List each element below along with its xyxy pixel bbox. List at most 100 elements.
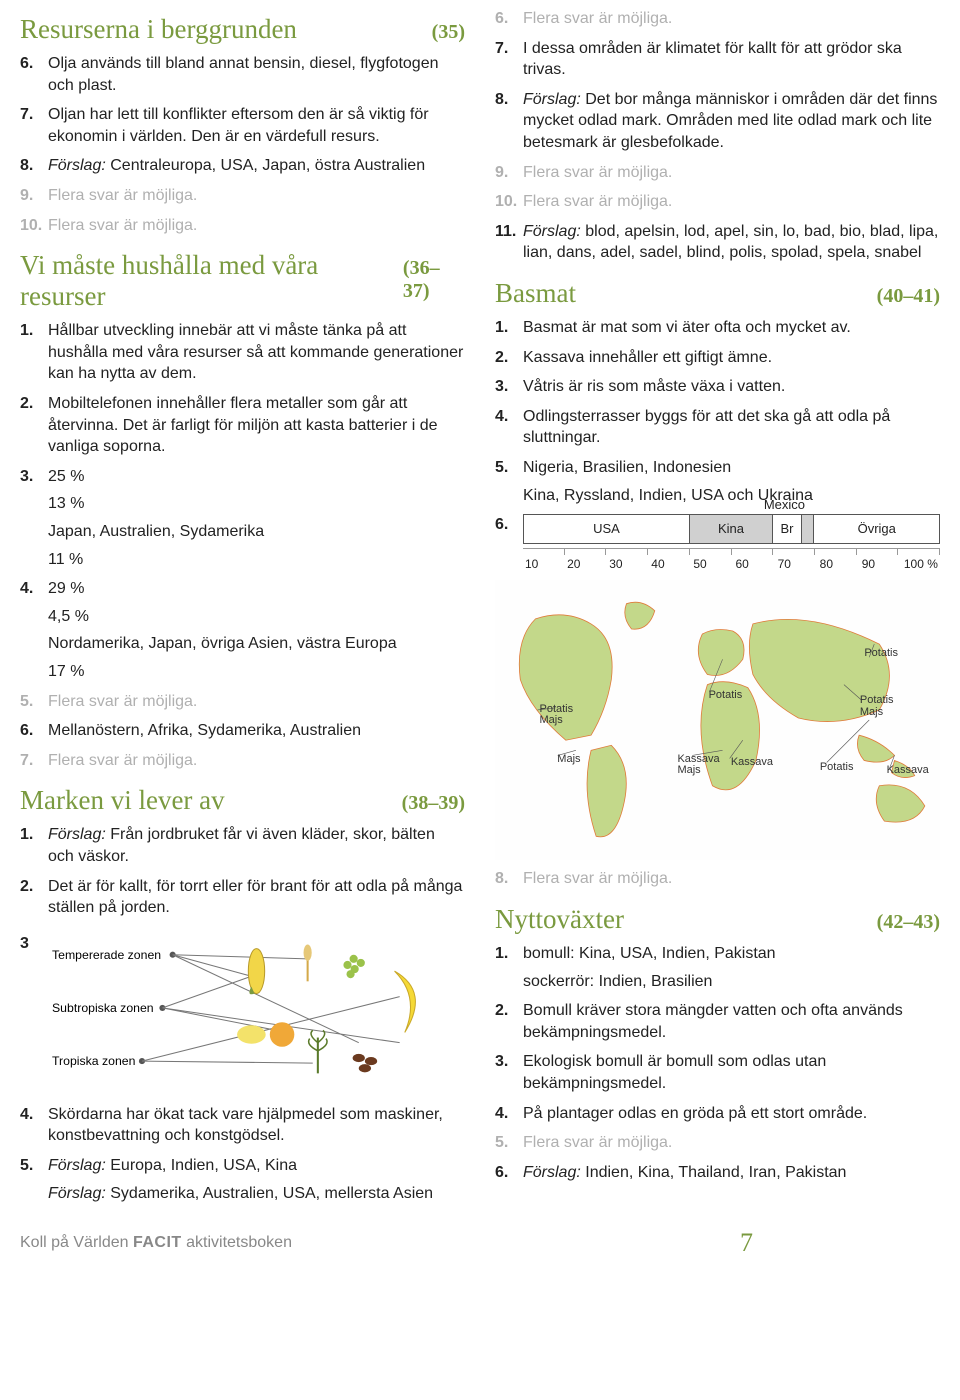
item-number: 9. <box>20 185 33 207</box>
item-number: 4. <box>495 406 508 428</box>
item-text: Flera svar är möjliga. <box>523 10 672 27</box>
item-number: 3. <box>20 466 33 488</box>
map-label: Potatis <box>864 648 898 660</box>
column-left: Resurserna i berggrunden (35) 6.Olja anv… <box>20 0 465 1212</box>
heading-pages: (35) <box>432 21 465 44</box>
item-text: Bomull kräver stora mängder vatten och o… <box>523 1002 903 1041</box>
list-item: 3.Våtris är ris som måste växa i vatten. <box>495 376 940 398</box>
item-text: Kassava innehåller ett giftigt ämne. <box>523 349 772 366</box>
list-item: 9.Flera svar är möjliga. <box>495 162 940 184</box>
item-text: Förslag: Det bor många människor i områd… <box>523 91 937 151</box>
heading-resurser: Resurserna i berggrunden (35) <box>20 14 465 45</box>
item-number: 9. <box>495 162 508 184</box>
item-number: 3 <box>20 927 48 953</box>
item-subtext: Nordamerika, Japan, övriga Asien, västra… <box>48 633 465 655</box>
list-item: 8. Förslag: Det bor många människor i omr… <box>495 89 940 154</box>
item-text: På plantager odlas en gröda på ett stort… <box>523 1105 867 1122</box>
axis-tick-label: 40 <box>651 556 664 572</box>
heading-title: Vi måste hushålla med våra resurser <box>20 250 403 312</box>
list-item: 5.Förslag: Europa, Indien, USA, KinaFörs… <box>20 1155 465 1204</box>
item-number: 11. <box>495 221 516 243</box>
item-text: Odlingsterrasser byggs för att det ska g… <box>523 408 890 447</box>
heading-title: Marken vi lever av <box>20 785 225 816</box>
item-subtext: 11 % <box>48 549 465 571</box>
item-number: 6. <box>495 1162 508 1184</box>
list-marken-right-top: 6.Flera svar är möjliga.7.I dessa område… <box>495 8 940 264</box>
item-number: 1. <box>20 824 33 846</box>
map-label: Potatis <box>709 690 743 702</box>
item-text: Skördarna har ökat tack vare hjälpmedel … <box>48 1106 443 1145</box>
map-label: Kassava <box>887 765 929 777</box>
heading-hushalla: Vi måste hushålla med våra resurser (36–… <box>20 250 465 312</box>
heading-pages: (36–37) <box>403 257 465 303</box>
heading-title: Nyttoväxter <box>495 904 624 935</box>
axis-tick-label: 90 <box>862 556 875 572</box>
list-item: 7.I dessa områden är klimatet för kallt … <box>495 38 940 81</box>
item-text: Flera svar är möjliga. <box>523 870 672 887</box>
item-subtext: 4,5 % <box>48 606 465 628</box>
heading-title: Basmat <box>495 278 576 309</box>
list-item: 6.Mellanöstern, Afrika, Sydamerika, Aust… <box>20 720 465 742</box>
item-number: 2. <box>495 1000 508 1022</box>
item-number: 10. <box>495 191 517 213</box>
zone-svg: Tempererade zonen Subtropiska zonen Trop… <box>52 937 461 1087</box>
list-item: 5.Flera svar är möjliga. <box>495 1132 940 1154</box>
item-number: 8. <box>495 89 508 111</box>
list-item: 1.bomull: Kina, USA, Indien, Pakistansoc… <box>495 943 940 992</box>
list-item: 6.Olja används till bland annat bensin, … <box>20 53 465 96</box>
world-map: PotatisMajsMajsPotatisKassavaMajsKassava… <box>495 580 940 860</box>
item-text: Basmat är mat som vi äter ofta och mycke… <box>523 319 851 336</box>
list-item: 3.25 %13 %Japan, Australien, Sydamerika1… <box>20 466 465 570</box>
item-number: 8. <box>495 868 508 890</box>
list-item: 8. Flera svar är möjliga. <box>495 868 940 890</box>
list-hushalla: 1. Hållbar utveckling innebär att vi måst… <box>20 320 465 771</box>
column-right: 6. Flera svar är möjliga. 7.I dessa område… <box>495 0 940 1212</box>
item-subtext: Japan, Australien, Sydamerika <box>48 521 465 543</box>
item-number: 5. <box>495 457 508 479</box>
item-text: Flera svar är möjliga. <box>48 693 197 710</box>
item-text: Mellanöstern, Afrika, Sydamerika, Austra… <box>48 722 361 739</box>
item-number: 3. <box>495 376 508 398</box>
zone-label: Tropiska zonen <box>52 1054 136 1068</box>
item-number: 4. <box>20 578 33 600</box>
item-number: 5. <box>20 691 33 713</box>
item-number: 7. <box>20 104 33 126</box>
item-text: Det är för kallt, för torrt eller för br… <box>48 878 462 917</box>
item-text: Flera svar är möjliga. <box>48 187 197 204</box>
item-text: Nigeria, Brasilien, Indonesien <box>523 459 731 476</box>
footer-page-number: 7 <box>740 1228 940 1258</box>
bar-chart: Mexico USAKinaBrÖvriga 10203040506070809… <box>523 514 940 572</box>
list-item: 9. Flera svar är möjliga. <box>20 185 465 207</box>
item-number: 7. <box>495 38 508 60</box>
axis-tick-label: 60 <box>735 556 748 572</box>
list-item: 2.Mobiltelefonen innehåller flera metall… <box>20 393 465 458</box>
list-item: 2. Kassava innehåller ett giftigt ämne. <box>495 347 940 369</box>
heading-pages: (38–39) <box>402 792 465 815</box>
item-number: 3. <box>495 1051 508 1073</box>
axis-ticks <box>523 548 940 556</box>
item-number: 4. <box>20 1104 33 1126</box>
list-item: 3.Ekologisk bomull är bomull som odlas u… <box>495 1051 940 1094</box>
bar-segments: USAKinaBrÖvriga <box>523 514 940 544</box>
item-number: 5. <box>20 1155 33 1177</box>
axis-labels: 102030405060708090100 % <box>523 556 940 572</box>
item-number: 6. <box>20 53 33 75</box>
map-label: Majs <box>557 754 580 766</box>
item-subtext: 13 % <box>48 493 465 515</box>
page-footer: Koll på Världen FACIT aktivitetsboken 7 <box>0 1222 960 1268</box>
axis-tick-label: 10 <box>525 556 538 572</box>
item-text: Mobiltelefonen innehåller flera metaller… <box>48 395 438 455</box>
item-number: 1. <box>20 320 33 342</box>
list-item: 2. Bomull kräver stora mängder vatten och… <box>495 1000 940 1043</box>
list-item: 1. Hållbar utveckling innebär att vi måst… <box>20 320 465 385</box>
heading-title: Resurserna i berggrunden <box>20 14 297 45</box>
heading-marken: Marken vi lever av (38–39) <box>20 785 465 816</box>
item-text: 29 % <box>48 580 84 597</box>
item-text: Hållbar utveckling innebär att vi måste … <box>48 322 463 382</box>
list-basmat-after: 8. Flera svar är möjliga. <box>495 868 940 890</box>
bar-segment: Övriga <box>814 515 939 543</box>
item-text: Oljan har lett till konflikter eftersom … <box>48 106 429 145</box>
list-item: 5.Nigeria, Brasilien, IndonesienKina, Ry… <box>495 457 940 506</box>
list-item: 2.Det är för kallt, för torrt eller för … <box>20 876 465 919</box>
item-number: 2. <box>495 347 508 369</box>
